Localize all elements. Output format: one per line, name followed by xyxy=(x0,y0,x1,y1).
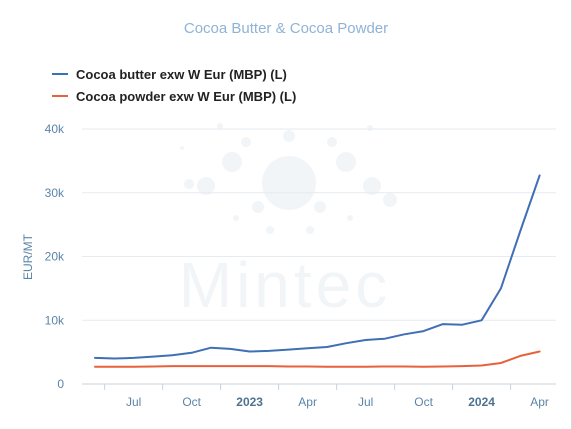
x-tick-label: 2023 xyxy=(236,395,263,409)
x-axis-ticks xyxy=(104,384,512,390)
y-tick-label: 40k xyxy=(45,122,65,136)
y-tick-label: 0 xyxy=(57,377,64,391)
x-tick-label: Oct xyxy=(414,395,433,409)
x-axis-labels: Jul Oct 2023 Apr Jul Oct 2024 Apr xyxy=(126,395,549,409)
legend-label-cocoa-butter: Cocoa butter exw W Eur (MBP) (L) xyxy=(76,66,287,82)
grid-lines xyxy=(82,128,556,385)
chart-legend: Cocoa butter exw W Eur (MBP) (L) Cocoa p… xyxy=(52,63,296,107)
series-line-cocoa-powder[interactable] xyxy=(94,350,541,368)
x-tick-label: Oct xyxy=(182,395,201,409)
x-tick-label: Jul xyxy=(126,395,141,409)
x-tick-label: Apr xyxy=(298,395,317,409)
y-axis-title: EUR/MT xyxy=(21,233,35,280)
x-tick-label: Jul xyxy=(358,395,373,409)
y-tick-label: 20k xyxy=(45,250,65,264)
y-axis-labels: 0 10k 20k 30k 40k xyxy=(45,122,65,391)
series-line-cocoa-butter[interactable] xyxy=(94,174,541,360)
chart-title: Cocoa Butter & Cocoa Powder xyxy=(183,20,389,37)
x-tick-label: 2024 xyxy=(468,395,495,409)
legend-swatch-cocoa-powder xyxy=(52,95,68,97)
legend-label-cocoa-powder: Cocoa powder exw W Eur (MBP) (L) xyxy=(76,88,297,104)
legend-swatch-cocoa-butter xyxy=(52,73,68,75)
x-tick-label: Apr xyxy=(530,395,549,409)
series-lines xyxy=(94,174,541,368)
legend-item-cocoa-butter[interactable]: Cocoa butter exw W Eur (MBP) (L) xyxy=(52,63,296,85)
watermark-text: Mintec xyxy=(179,249,392,321)
y-tick-label: 10k xyxy=(45,313,65,327)
watermark-logo xyxy=(180,123,397,234)
y-tick-label: 30k xyxy=(45,186,65,200)
legend-item-cocoa-powder[interactable]: Cocoa powder exw W Eur (MBP) (L) xyxy=(52,85,296,107)
